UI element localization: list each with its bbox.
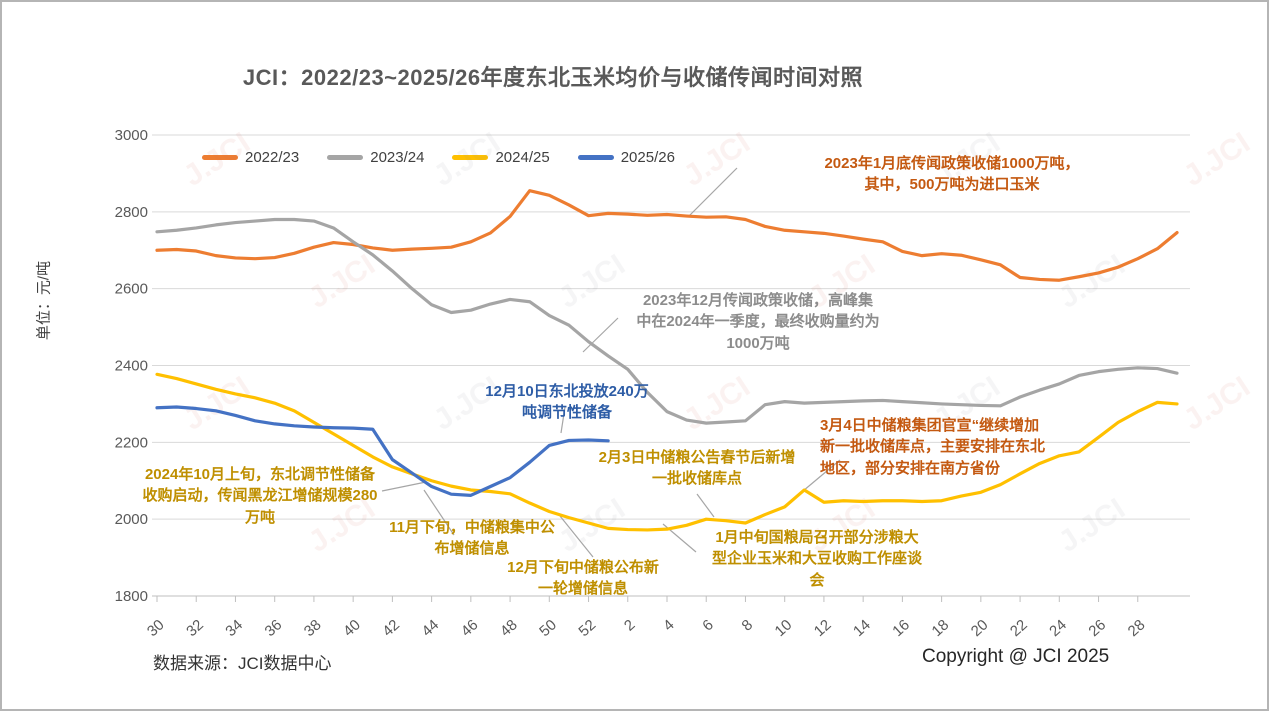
annotation-storage-rumor-jan-2023: 2023年1月底传闻政策收储1000万吨， 其中，500万吨为进口玉米 <box>824 155 1080 194</box>
jci-watermark: J.JCI <box>1053 248 1131 315</box>
annotation-sinograin-feb-3: 2月3日中储粮公告春节后新增 一批收储库点 <box>598 449 796 488</box>
legend-item-2022-23: 2022/23 <box>202 149 299 166</box>
annotation-reserve-late-dec: 12月下旬中储粮公布新 一轮增储信息 <box>507 559 659 598</box>
axes-and-tick-labels: 3000 2800 2600 2400 2200 2000 1800 30 32 34 36 38 40… <box>115 127 1149 640</box>
x-tick-label: 4 <box>660 616 678 634</box>
legend-label-2024-25: 2024/25 <box>495 149 550 166</box>
x-tick-label: 44 <box>419 616 443 640</box>
jci-watermark: J.JCI <box>303 248 381 315</box>
x-tick-label: 46 <box>458 616 482 640</box>
series-line-2022/23 <box>155 189 1179 282</box>
data-source-note: 数据来源：JCI数据中心 <box>153 654 332 673</box>
x-tick-label: 16 <box>889 616 913 640</box>
annotation-sinograin-mar-4: 3月4日中储粮集团官宣“继续增加 新一批收储库点，主要安排在东北 地区，部分安排… <box>820 417 1046 477</box>
gridlines <box>152 134 1190 597</box>
leader-line <box>381 481 427 492</box>
y-tick-label: 2600 <box>115 281 148 298</box>
jci-watermark: J.JCI <box>1053 492 1131 559</box>
x-tick-label: 24 <box>1046 616 1070 640</box>
x-tick-label: 40 <box>340 616 364 640</box>
legend-item-2025-26: 2025/26 <box>577 149 675 166</box>
y-tick-label: 2000 <box>115 511 148 528</box>
legend-swatch-2023-24 <box>327 155 364 160</box>
jci-watermark: J.JCI <box>178 126 256 193</box>
jci-watermark: J.JCI <box>1178 370 1256 437</box>
legend: 2022/23 2023/24 2024/25 2025/26 <box>202 149 675 166</box>
x-tick-label: 48 <box>497 616 521 640</box>
chart-title: JCI：2022/23~2025/26年度东北玉米均价与收储传闻时间对照 <box>242 65 864 90</box>
x-tick-label: 10 <box>772 616 796 640</box>
leader-line <box>802 459 841 492</box>
x-tick-label: 38 <box>301 616 325 640</box>
x-tick-label: 12 <box>811 616 835 640</box>
legend-label-2025-26: 2025/26 <box>620 149 675 166</box>
x-tick-label: 14 <box>850 616 874 640</box>
x-tick-label: 26 <box>1085 616 1109 640</box>
legend-item-2023-24: 2023/24 <box>327 149 424 166</box>
x-tick-label: 6 <box>699 616 717 634</box>
copyright-note: Copyright @ JCI 2025 <box>922 646 1110 667</box>
leader-line <box>687 167 738 218</box>
y-tick-label: 2400 <box>115 358 148 375</box>
x-tick-label: 34 <box>222 616 246 640</box>
x-tick-label: 50 <box>536 616 560 640</box>
leader-line <box>582 317 619 353</box>
x-tick-label: 22 <box>1007 616 1031 640</box>
annotation-reserve-oct-2024: 2024年10月上旬，东北调节性储备 收购启动，传闻黑龙江增储规模280 万吨 <box>142 466 378 526</box>
x-tick-label: 32 <box>183 616 207 640</box>
legend-swatch-2025-26 <box>577 155 614 160</box>
jci-watermark: J.JCI <box>678 370 756 437</box>
x-tick-label: 28 <box>1125 616 1149 640</box>
x-tick-label: 30 <box>144 616 168 640</box>
leader-line <box>559 515 594 558</box>
x-tick-label: 52 <box>575 616 599 640</box>
legend-swatch-2024-25 <box>452 155 489 160</box>
x-tick-label: 42 <box>379 616 403 640</box>
legend-label-2023-24: 2023/24 <box>370 149 425 166</box>
leader-line <box>696 493 715 518</box>
leader-line <box>560 406 566 434</box>
jci-watermark: J.JCI <box>428 126 506 193</box>
annotation-meeting-mid-jan: 1月中旬国粮局召开部分涉粮大 型企业玉米和大豆收购工作座谈 会 <box>711 529 922 589</box>
series-lines <box>155 189 1179 532</box>
y-tick-label: 2800 <box>115 204 148 221</box>
series-line-2025/26 <box>155 405 610 497</box>
legend-label-2022-23: 2022/23 <box>245 149 300 166</box>
annotation-leader-lines <box>381 167 841 558</box>
y-tick-label: 2200 <box>115 434 148 451</box>
jci-watermark: J.JCI <box>553 248 631 315</box>
annotation-reserve-late-nov: 11月下旬，中储粮集中公 布增储信息 <box>389 519 555 558</box>
series-line-2023/24 <box>155 217 1179 425</box>
annotation-release-dec-10: 12月10日东北投放240万 吨调节性储备 <box>485 383 649 422</box>
x-tick-label: 20 <box>968 616 992 640</box>
x-tick-label: 36 <box>262 616 286 640</box>
leader-line <box>423 489 455 536</box>
x-tick-label: 2 <box>621 616 639 634</box>
y-tick-label: 3000 <box>115 127 148 144</box>
x-tick-label: 18 <box>929 616 953 640</box>
x-tick-label: 8 <box>739 616 757 634</box>
legend-item-2024-25: 2024/25 <box>452 149 550 166</box>
series-line-2024/25 <box>155 372 1179 532</box>
legend-swatch-2022-23 <box>202 155 238 160</box>
y-tick-label: 1800 <box>115 588 148 605</box>
jci-watermark: J.JCI <box>178 370 256 437</box>
annotation-storage-rumor-dec-2023: 2023年12月传闻政策收储，高峰集 中在2024年一季度，最终收购量约为 10… <box>636 292 880 352</box>
